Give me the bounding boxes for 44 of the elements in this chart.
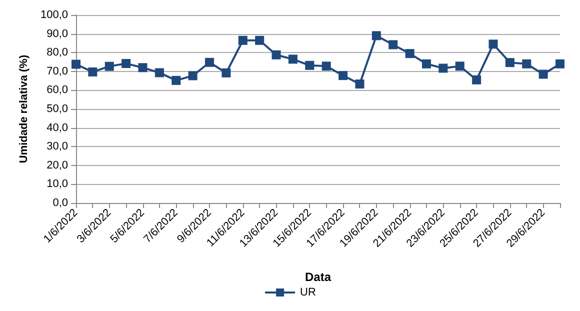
point bbox=[172, 76, 181, 85]
point bbox=[238, 36, 248, 45]
point bbox=[88, 67, 98, 76]
point bbox=[538, 70, 548, 79]
point bbox=[205, 58, 214, 67]
point bbox=[338, 71, 348, 80]
y-tick-label: 80,0 bbox=[46, 46, 68, 59]
y-tick-label: 0,0 bbox=[52, 197, 68, 209]
y-axis-title: Umidade relativa (%) bbox=[18, 54, 30, 164]
point bbox=[355, 79, 364, 88]
point bbox=[288, 54, 298, 64]
y-tick-label: 60,0 bbox=[46, 84, 68, 96]
point bbox=[138, 63, 148, 72]
point bbox=[522, 59, 532, 68]
point bbox=[438, 64, 448, 73]
point bbox=[222, 68, 231, 78]
y-tick-label: 40,0 bbox=[46, 122, 68, 134]
point bbox=[154, 68, 164, 78]
point bbox=[422, 59, 431, 68]
y-tick-label: 10,0 bbox=[46, 178, 68, 190]
point bbox=[188, 71, 198, 80]
y-tick-label: 70,0 bbox=[46, 65, 68, 78]
y-tick-label: 30,0 bbox=[46, 140, 68, 153]
point bbox=[388, 40, 398, 50]
point bbox=[455, 62, 464, 71]
point bbox=[372, 31, 381, 40]
x-axis-title: Data bbox=[304, 270, 332, 284]
point bbox=[505, 58, 514, 68]
point bbox=[122, 59, 131, 68]
point bbox=[272, 50, 281, 60]
point bbox=[255, 36, 264, 45]
point bbox=[556, 59, 564, 68]
point bbox=[405, 49, 414, 58]
y-tick-label: 50,0 bbox=[46, 103, 68, 115]
point bbox=[488, 40, 498, 49]
point bbox=[322, 62, 331, 71]
y-tick-label: 90,0 bbox=[46, 28, 68, 40]
point bbox=[104, 62, 114, 71]
y-tick-label: 100,0 bbox=[40, 9, 68, 21]
point bbox=[472, 75, 482, 84]
legend-label: UR bbox=[300, 286, 316, 298]
point bbox=[305, 60, 314, 70]
y-tick-label: 20,0 bbox=[46, 159, 68, 172]
point bbox=[72, 60, 80, 69]
